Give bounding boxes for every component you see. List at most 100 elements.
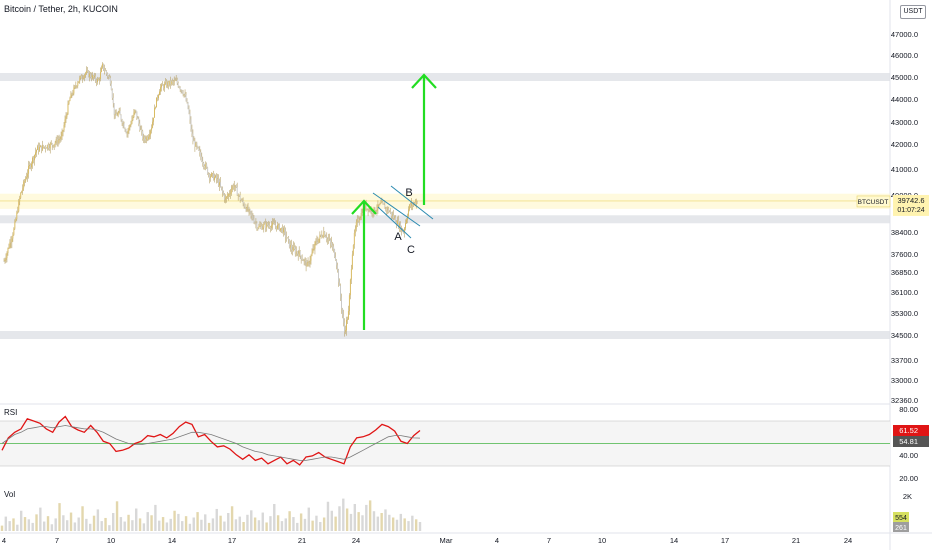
- candle-body: [117, 112, 119, 116]
- candle-body: [24, 181, 26, 183]
- volume-bar: [292, 517, 295, 531]
- symbol-label: BTCUSDT: [858, 199, 889, 206]
- candle-body: [78, 81, 80, 83]
- candle-body: [196, 142, 198, 147]
- candle-body: [135, 110, 137, 112]
- candle-body: [6, 252, 8, 259]
- candle-body: [156, 97, 157, 108]
- volume-bars: [0, 498, 422, 531]
- candle-body: [237, 194, 239, 196]
- candle-body: [45, 148, 47, 149]
- candle-body: [219, 182, 220, 186]
- candle-body: [32, 157, 33, 164]
- candle-body: [171, 81, 173, 82]
- candle-body: [145, 139, 147, 141]
- candle-body: [414, 202, 416, 205]
- time-tick-label: 10: [107, 536, 115, 545]
- volume-bar: [395, 519, 399, 531]
- candle-body: [11, 238, 13, 243]
- candle-body: [109, 78, 111, 84]
- candle-body: [241, 200, 243, 202]
- candle-body: [77, 82, 79, 86]
- volume-bar: [165, 522, 169, 531]
- candle-body: [61, 131, 63, 137]
- volume-value-1: 554: [895, 515, 907, 522]
- candles: [3, 62, 418, 337]
- candle-body: [31, 163, 33, 168]
- candle-body: [188, 108, 190, 114]
- candle-body: [327, 238, 329, 240]
- volume-bar: [265, 522, 268, 531]
- candle-body: [207, 167, 209, 174]
- candle-body: [137, 117, 139, 119]
- symbol-badge-bg: [856, 195, 891, 208]
- volume-bar: [58, 503, 61, 531]
- candle-body: [340, 285, 341, 298]
- candle-body: [292, 247, 294, 252]
- candle-body: [326, 237, 328, 240]
- candle-body: [398, 220, 400, 228]
- candle-body: [310, 255, 312, 261]
- volume-bar: [388, 514, 391, 531]
- candle-body: [94, 75, 95, 78]
- time-tick-label: 21: [298, 536, 306, 545]
- currency-badge[interactable]: USDT: [900, 5, 926, 19]
- candle-body: [304, 260, 306, 261]
- candle-body: [66, 114, 68, 117]
- candle-body: [330, 239, 332, 243]
- volume-bar: [230, 506, 234, 531]
- candle-body: [96, 80, 97, 83]
- candle-body: [288, 239, 290, 248]
- candle-body: [283, 228, 285, 231]
- candle-body: [80, 75, 82, 78]
- candle-body: [69, 98, 71, 102]
- volume-bar: [399, 513, 403, 531]
- candle-body: [342, 308, 343, 316]
- candle-body: [79, 77, 81, 82]
- candle-body: [128, 126, 130, 131]
- wave-label-c: C: [407, 244, 415, 256]
- volume-value-2: 261: [895, 525, 907, 532]
- countdown-label: 01:07:24: [897, 207, 924, 214]
- candle-body: [101, 63, 103, 68]
- candle-body: [395, 217, 397, 223]
- volume-bar: [4, 516, 8, 531]
- candle-body: [323, 231, 325, 237]
- candle-body: [279, 224, 280, 231]
- candle-body: [97, 79, 98, 83]
- time-tick-label: 24: [352, 536, 360, 545]
- candle-body: [136, 111, 138, 118]
- candle-body: [240, 199, 242, 201]
- time-tick-label: Mar: [440, 536, 453, 545]
- volume-bar: [192, 517, 195, 531]
- candle-body: [263, 224, 265, 228]
- candle-body: [164, 82, 166, 85]
- candle-body: [301, 259, 303, 260]
- candle-body: [305, 260, 307, 267]
- candle-body: [157, 97, 158, 99]
- candle-body: [213, 173, 215, 181]
- volume-bar: [246, 514, 249, 531]
- candle-body: [324, 231, 326, 237]
- rsi-tick-label: 80.00: [899, 405, 918, 414]
- candle-body: [139, 123, 141, 130]
- support-zone-low: [0, 331, 890, 339]
- rsi-value-badge-bg: [893, 425, 929, 436]
- candle-body: [59, 138, 61, 140]
- candle-body: [306, 262, 308, 267]
- candle-body: [122, 123, 124, 124]
- candle-body: [375, 210, 377, 212]
- volume-bar: [253, 517, 257, 531]
- volume-title: Vol: [4, 490, 15, 499]
- candle-body: [148, 136, 150, 140]
- volume-bar: [135, 508, 138, 531]
- volume-bar: [269, 516, 272, 531]
- price-tick-label: 33700.0: [891, 356, 918, 365]
- candle-body: [406, 219, 407, 224]
- candle-body: [73, 87, 75, 94]
- candle-body: [321, 235, 323, 237]
- candle-body: [377, 204, 379, 210]
- candle-body: [254, 222, 256, 224]
- candle-body: [108, 76, 110, 79]
